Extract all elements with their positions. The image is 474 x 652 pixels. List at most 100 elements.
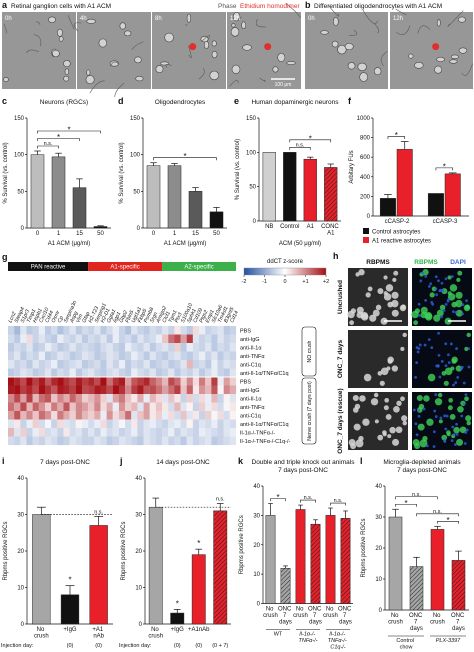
heatmap-cell [155, 334, 163, 344]
heatmap-cell [137, 343, 144, 352]
cell [109, 60, 119, 67]
heatmap-cell [186, 419, 193, 429]
heatmap-cell [223, 351, 230, 361]
bar [295, 509, 306, 604]
y-tick-label: 800 [360, 136, 371, 142]
cell [367, 286, 373, 292]
cell [465, 415, 472, 422]
heatmap-cell [26, 436, 33, 446]
heatmap-cell [162, 360, 169, 369]
heatmap-cell [57, 402, 64, 412]
heatmap-cell [205, 411, 212, 420]
process [237, 17, 242, 20]
heatmap-cell [186, 394, 193, 403]
process [461, 63, 473, 76]
heatmap-cell [8, 343, 15, 352]
channel-label: DAPI [450, 259, 466, 266]
nucleus [444, 277, 448, 281]
heatmap-cell [112, 334, 120, 344]
chart-title: Human dopaminergic neurons [251, 99, 339, 106]
process [187, 45, 192, 59]
frame-label: 0h [308, 16, 315, 22]
heatmap-cell [106, 377, 113, 386]
bar [148, 506, 163, 625]
x-tick-label: cCASP-3 [433, 219, 458, 225]
heatmap-cell [38, 394, 46, 403]
bracket [270, 498, 286, 502]
heatmap-cell [174, 334, 181, 344]
heatmap-cell [211, 334, 218, 344]
text-line: 1 [57, 231, 61, 237]
nucleus [465, 299, 468, 303]
heatmap-cell [57, 360, 64, 369]
cell [231, 64, 241, 74]
nucleus [421, 271, 425, 275]
nucleus [450, 439, 454, 442]
x-tick-label: No crush [323, 607, 338, 620]
heatmap-cell [118, 419, 126, 429]
heatmap-cell [20, 402, 27, 412]
panel-letter: c [2, 96, 7, 106]
heatmap-cell [100, 436, 107, 446]
heatmap-cell [44, 351, 52, 361]
heatmap-cell [180, 351, 187, 361]
heatmap-cell [199, 428, 206, 437]
legend-swatch [363, 228, 369, 234]
bar [430, 529, 445, 611]
gene-label: Ptgs2 [198, 309, 209, 324]
heatmap-cell [174, 360, 181, 369]
text-line: A1 [327, 231, 335, 237]
heatmap-cell [75, 428, 83, 437]
panel-letter: h [333, 251, 339, 261]
heatmap-cell [51, 343, 58, 352]
heatmap-cell [229, 436, 237, 446]
heatmap-cell [223, 326, 230, 335]
process [198, 68, 205, 80]
significance: n.s. [216, 497, 225, 503]
gene-label: Timp1 [26, 308, 38, 324]
injection-label: Injection day: [1, 643, 34, 649]
heatmap-cell [100, 394, 107, 403]
colorbar-tick-label: -2 [242, 279, 247, 285]
heatmap-cell [100, 377, 107, 386]
heatmap-cell [14, 343, 21, 352]
heatmap-cell [8, 368, 15, 378]
cell [164, 32, 174, 43]
heatmap-cell [211, 411, 218, 420]
cell [414, 61, 424, 69]
heatmap-cell [94, 385, 101, 395]
cell [422, 435, 428, 442]
heatmap-cell [205, 419, 212, 429]
text-line: crush [430, 620, 445, 626]
row-group-label: Nerve crush (7 days post) [307, 381, 313, 441]
text-line: Il-1α-/- [329, 632, 347, 638]
heatmap-cell [38, 402, 46, 412]
nucleus [429, 282, 433, 286]
cell [392, 277, 397, 283]
heatmap-cell [94, 360, 101, 369]
chart-title: 14 days post-ONC [156, 459, 210, 466]
heatmap-cell [131, 436, 138, 446]
heatmap-cell [155, 368, 163, 378]
group-label: WT [274, 632, 283, 638]
heatmap-cell [186, 368, 193, 378]
heatmap-cell [149, 326, 156, 335]
heatmap-cell [229, 326, 237, 335]
heatmap-cell [168, 385, 175, 395]
heatmap-cell [180, 411, 187, 420]
heatmap-cell [149, 394, 156, 403]
heatmap-cell [217, 326, 224, 335]
heatmap-cell [94, 394, 101, 403]
process [395, 8, 407, 15]
heatmap-cell [81, 436, 89, 446]
gene-group-label: A2-specific [184, 265, 213, 271]
nucleus [463, 442, 467, 445]
heatmap-cell [186, 402, 193, 412]
heatmap-cell [63, 360, 70, 369]
heatmap-cell [88, 360, 95, 369]
bar [303, 158, 317, 222]
bar [191, 554, 206, 625]
group-label: Il-1α-/- TNFα-/- [298, 632, 317, 645]
gene-label: Clcf1 [162, 310, 172, 323]
bar [444, 173, 461, 217]
